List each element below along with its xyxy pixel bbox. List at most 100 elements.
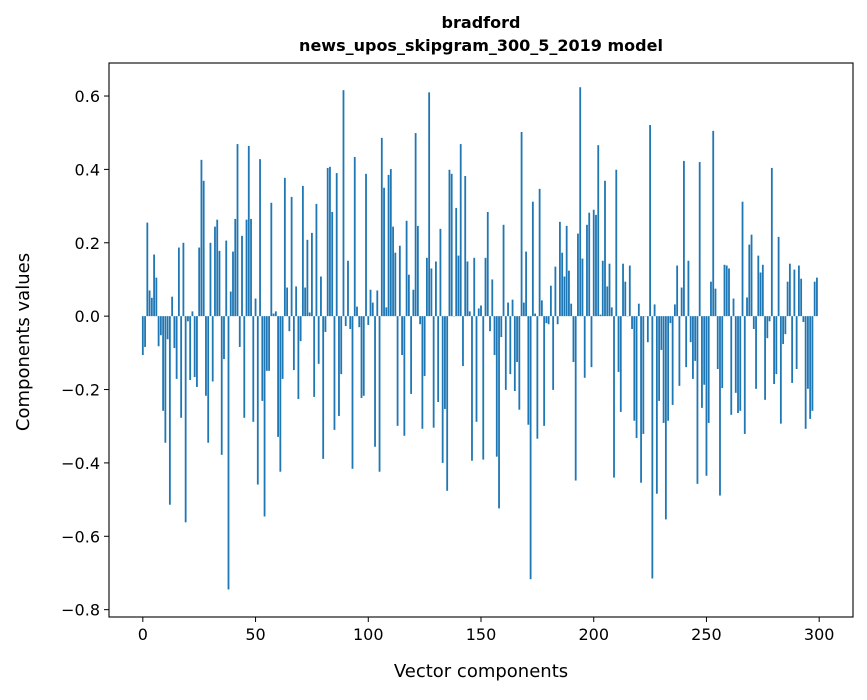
bar bbox=[288, 316, 290, 331]
bar bbox=[669, 316, 671, 323]
bar bbox=[602, 261, 604, 316]
bar bbox=[613, 316, 615, 477]
bar bbox=[151, 298, 153, 316]
bar bbox=[239, 316, 241, 347]
bar bbox=[460, 144, 462, 316]
bar bbox=[782, 316, 784, 344]
bar bbox=[286, 288, 288, 317]
bar bbox=[279, 316, 281, 472]
bar bbox=[715, 289, 717, 317]
bar bbox=[216, 220, 218, 316]
bar bbox=[376, 290, 378, 316]
bar bbox=[192, 311, 194, 316]
bar bbox=[412, 290, 414, 316]
bar bbox=[730, 316, 732, 415]
bar bbox=[631, 316, 633, 329]
bar bbox=[462, 316, 464, 366]
bar bbox=[773, 316, 775, 384]
bar bbox=[674, 304, 676, 316]
bar bbox=[228, 316, 230, 589]
bar bbox=[485, 258, 487, 316]
bar bbox=[383, 188, 385, 316]
bar bbox=[370, 290, 372, 316]
bar bbox=[467, 261, 469, 316]
bar bbox=[264, 316, 266, 516]
bar bbox=[507, 303, 509, 317]
bar bbox=[717, 316, 719, 369]
bar bbox=[606, 286, 608, 316]
bar bbox=[169, 316, 171, 505]
bar bbox=[753, 316, 755, 329]
x-tick-label: 200 bbox=[578, 625, 609, 644]
bar bbox=[248, 146, 250, 316]
bar bbox=[778, 237, 780, 316]
bar bbox=[178, 248, 180, 317]
bar bbox=[600, 315, 602, 316]
bar bbox=[498, 316, 500, 508]
bar bbox=[146, 223, 148, 317]
bar bbox=[791, 316, 793, 383]
bar bbox=[685, 316, 687, 367]
bar bbox=[505, 316, 507, 390]
bar bbox=[388, 175, 390, 316]
bar bbox=[742, 202, 744, 316]
y-tick-label: −0.2 bbox=[61, 381, 100, 400]
bar bbox=[780, 316, 782, 423]
bar bbox=[291, 197, 293, 316]
bar bbox=[660, 316, 662, 350]
bar bbox=[392, 227, 394, 317]
bar bbox=[255, 299, 257, 317]
x-tick-label: 150 bbox=[466, 625, 497, 644]
bar bbox=[352, 316, 354, 469]
y-tick-label: 0.6 bbox=[75, 87, 100, 106]
bar bbox=[464, 176, 466, 316]
bar bbox=[757, 256, 759, 317]
bar bbox=[579, 87, 581, 316]
bar bbox=[182, 243, 184, 316]
x-tick-label: 0 bbox=[138, 625, 148, 644]
bar bbox=[171, 297, 173, 316]
bar bbox=[403, 316, 405, 436]
bar bbox=[155, 278, 157, 317]
bar bbox=[361, 316, 363, 398]
x-axis-label: Vector components bbox=[394, 661, 568, 682]
bar bbox=[550, 286, 552, 316]
bar bbox=[735, 316, 737, 393]
bar bbox=[347, 261, 349, 316]
bar bbox=[295, 286, 297, 316]
bar bbox=[221, 316, 223, 455]
bar bbox=[500, 316, 502, 337]
bar bbox=[534, 314, 536, 317]
bar bbox=[665, 316, 667, 519]
bar bbox=[325, 316, 327, 332]
chart-title-line2: news_upos_skipgram_300_5_2019 model bbox=[299, 36, 663, 55]
bar bbox=[275, 311, 277, 316]
bar bbox=[807, 316, 809, 389]
bar bbox=[374, 316, 376, 447]
bar bbox=[746, 297, 748, 316]
bar bbox=[651, 316, 653, 578]
bar bbox=[521, 132, 523, 316]
bar bbox=[564, 277, 566, 317]
bar bbox=[496, 316, 498, 457]
bar bbox=[509, 316, 511, 374]
bar bbox=[798, 266, 800, 317]
bar bbox=[284, 178, 286, 316]
bar bbox=[223, 316, 225, 359]
bar bbox=[293, 316, 295, 370]
bar bbox=[530, 316, 532, 579]
x-tick-label: 250 bbox=[691, 625, 722, 644]
bar bbox=[525, 252, 527, 317]
bar bbox=[800, 279, 802, 316]
y-tick-label: 0.2 bbox=[75, 234, 100, 253]
bar bbox=[489, 316, 491, 331]
bar bbox=[566, 226, 568, 316]
bar bbox=[672, 316, 674, 405]
bar bbox=[210, 243, 212, 316]
bar bbox=[270, 203, 272, 316]
bar bbox=[415, 133, 417, 316]
bar bbox=[426, 258, 428, 316]
bar bbox=[354, 157, 356, 316]
bar bbox=[356, 307, 358, 317]
